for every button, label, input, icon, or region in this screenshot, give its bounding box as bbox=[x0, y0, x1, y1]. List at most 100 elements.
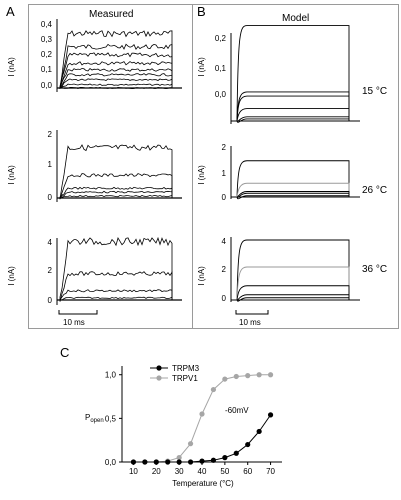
x-tick-label: 50 bbox=[220, 467, 229, 476]
x-tick-label: 10 bbox=[129, 467, 138, 476]
model-row3-tick: 2 bbox=[222, 265, 227, 274]
point-trpm3 bbox=[142, 459, 148, 465]
series-line-trpv1 bbox=[133, 374, 271, 463]
temperature-label-26: 26 °C bbox=[362, 185, 387, 196]
measured-trace bbox=[59, 83, 173, 90]
point-trpv1 bbox=[222, 376, 228, 382]
model-trace bbox=[236, 160, 350, 198]
point-trpm3 bbox=[210, 457, 217, 463]
measured-trace bbox=[59, 270, 173, 302]
x-tick-label: 40 bbox=[198, 467, 207, 476]
measured-trace bbox=[59, 67, 173, 88]
measured-trace bbox=[59, 78, 173, 89]
model-trace bbox=[236, 239, 350, 301]
model-trace bbox=[236, 25, 350, 122]
panel-b-letter: B bbox=[197, 4, 206, 19]
measured-row1-ylabel: I (nA) bbox=[7, 57, 16, 77]
measured-row2-tick: 2 bbox=[48, 130, 53, 139]
model-scale-bar bbox=[235, 310, 269, 315]
model-trace bbox=[236, 297, 350, 302]
y-tick-label: 0,0 bbox=[105, 458, 117, 467]
model-trace bbox=[236, 195, 350, 200]
measured-row3-tick: 2 bbox=[48, 266, 53, 275]
x-tick-label: 60 bbox=[243, 467, 252, 476]
model-trace bbox=[236, 285, 350, 301]
model-trace bbox=[236, 108, 350, 122]
measured-trace bbox=[59, 296, 173, 301]
measured-trace bbox=[59, 289, 173, 300]
point-trpv1 bbox=[267, 372, 274, 378]
panel-b-frame bbox=[192, 4, 399, 329]
x-tick-label: 30 bbox=[175, 467, 184, 476]
measured-trace bbox=[59, 190, 173, 200]
popen-axis-label: Popen bbox=[85, 413, 104, 424]
legend-trpm3-marker bbox=[156, 365, 162, 371]
measured-trace bbox=[59, 144, 173, 200]
point-trpv1 bbox=[256, 372, 262, 378]
x-tick-label: 70 bbox=[266, 467, 275, 476]
measured-row3-tick: 0 bbox=[48, 296, 53, 305]
measured-row2-tick: 0 bbox=[48, 193, 53, 202]
point-trpm3 bbox=[222, 455, 228, 461]
point-trpm3 bbox=[199, 458, 205, 464]
point-trpv1 bbox=[233, 373, 239, 380]
measured-row1-tick: 0,0 bbox=[41, 81, 53, 90]
measured-row2-traces bbox=[57, 144, 182, 200]
measured-trace bbox=[59, 30, 173, 88]
model-row2-tick: 2 bbox=[222, 143, 227, 152]
y-tick-label: 1,0 bbox=[105, 371, 117, 380]
measured-scale-bar bbox=[58, 310, 98, 315]
measured-trace bbox=[59, 52, 173, 88]
model-row3-tick: 0 bbox=[222, 294, 227, 303]
model-row2-ylabel: I (nA) bbox=[197, 165, 206, 185]
model-trace bbox=[236, 95, 350, 122]
point-trpv1 bbox=[176, 455, 182, 461]
point-trpm3 bbox=[267, 412, 274, 418]
model-trace bbox=[236, 182, 350, 198]
point-trpm3 bbox=[165, 459, 171, 465]
model-row1-ylabel: I (nA) bbox=[197, 57, 206, 77]
panel-c-series bbox=[130, 372, 274, 465]
model-row1-tick: 0,0 bbox=[215, 90, 227, 99]
point-trpm3 bbox=[187, 459, 194, 465]
measured-trace bbox=[59, 186, 173, 198]
model-trace bbox=[236, 118, 350, 123]
measured-row1-tick: 0,3 bbox=[41, 35, 53, 44]
measured-row1-tick: 0,1 bbox=[41, 65, 53, 74]
measured-row3-ylabel: I (nA) bbox=[7, 266, 16, 286]
measured-row3-tick: 4 bbox=[48, 238, 53, 247]
point-trpv1 bbox=[199, 411, 205, 417]
measured-trace bbox=[59, 194, 173, 200]
temperature-label-36: 36 °C bbox=[362, 264, 387, 275]
measured-heading: Measured bbox=[89, 9, 133, 20]
temperature-label-15: 15 °C bbox=[362, 86, 387, 97]
model-scale-label: 10 ms bbox=[239, 318, 261, 327]
legend-trpv1-label: TRPV1 bbox=[172, 374, 198, 383]
model-row3-tick: 4 bbox=[222, 237, 227, 246]
model-row3-traces bbox=[231, 239, 360, 302]
measured-trace bbox=[59, 73, 173, 89]
y-tick-label: 0,5 bbox=[105, 414, 117, 423]
temperature-axis-label: Temperature (°C) bbox=[172, 479, 234, 488]
model-row3-ylabel: I (nA) bbox=[197, 266, 206, 286]
measured-row3-traces bbox=[57, 236, 182, 302]
model-trace bbox=[236, 266, 350, 301]
panel-a-frame bbox=[28, 4, 193, 329]
point-trpm3 bbox=[256, 428, 262, 435]
point-trpm3 bbox=[233, 450, 239, 456]
voltage-annotation: -60mV bbox=[225, 406, 249, 415]
x-tick-label: 20 bbox=[152, 467, 161, 476]
model-row1-tick: 0,1 bbox=[215, 64, 227, 73]
measured-trace bbox=[59, 236, 173, 300]
point-trpv1 bbox=[187, 441, 194, 447]
series-line-trpm3 bbox=[133, 414, 272, 463]
point-trpm3 bbox=[245, 441, 251, 448]
measured-trace bbox=[59, 86, 173, 90]
point-trpm3 bbox=[130, 459, 137, 465]
measured-trace bbox=[59, 173, 173, 198]
measured-row1-traces bbox=[57, 30, 182, 90]
model-row2-tick: 0 bbox=[222, 193, 227, 202]
model-row2-tick: 1 bbox=[222, 169, 227, 178]
panel-a-letter: A bbox=[6, 4, 15, 19]
